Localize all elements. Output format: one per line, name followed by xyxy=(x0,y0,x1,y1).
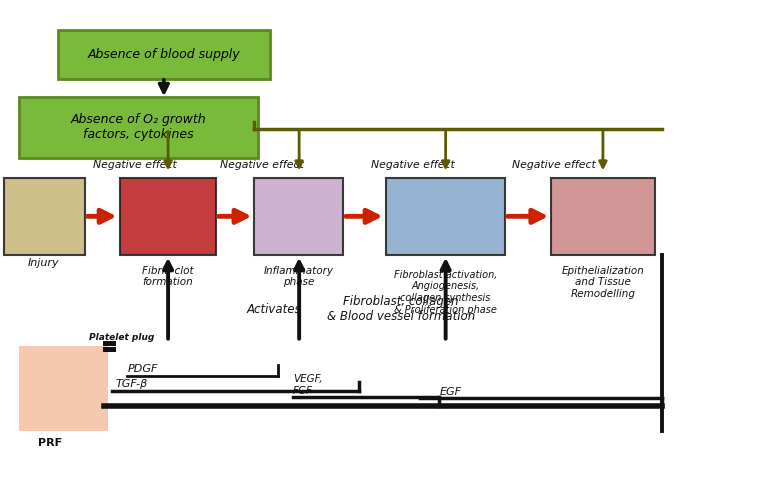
Text: PDGF: PDGF xyxy=(127,364,157,374)
Text: Activates: Activates xyxy=(247,303,301,316)
Text: Negative effect: Negative effect xyxy=(221,160,304,170)
Text: VEGF,
FGF: VEGF, FGF xyxy=(293,374,322,396)
Bar xyxy=(4,178,85,255)
Text: TGF-β: TGF-β xyxy=(116,379,148,389)
Text: Negative effect: Negative effect xyxy=(93,160,177,170)
FancyBboxPatch shape xyxy=(19,97,258,158)
Text: Fibrin clot
formation: Fibrin clot formation xyxy=(143,266,194,288)
Text: Injury: Injury xyxy=(28,258,60,268)
Bar xyxy=(103,341,116,346)
Bar xyxy=(551,178,655,255)
Text: Fibroblast activation,
Angiogenesis,
collagen synthesis
& Proliferation phase: Fibroblast activation, Angiogenesis, col… xyxy=(394,270,497,315)
Bar xyxy=(386,178,505,255)
Text: Negative effect: Negative effect xyxy=(512,160,595,170)
Text: PRF: PRF xyxy=(38,438,62,448)
FancyBboxPatch shape xyxy=(58,30,270,79)
Text: Negative effect: Negative effect xyxy=(371,160,454,170)
Text: EGF: EGF xyxy=(439,387,462,397)
Bar xyxy=(19,346,108,431)
Text: Absence of blood supply: Absence of blood supply xyxy=(88,48,240,61)
Bar xyxy=(254,178,343,255)
Text: Inflammatory
phase: Inflammatory phase xyxy=(264,266,334,288)
Text: Fibroblast, collagen
& Blood vessel formation: Fibroblast, collagen & Blood vessel form… xyxy=(327,296,475,323)
Text: Epithelialization
and Tissue
Remodelling: Epithelialization and Tissue Remodelling xyxy=(561,266,645,299)
Bar xyxy=(103,347,116,352)
Text: Platelet plug: Platelet plug xyxy=(89,333,154,342)
Bar xyxy=(120,178,216,255)
Text: Absence of O₂ growth
factors, cytokines: Absence of O₂ growth factors, cytokines xyxy=(71,113,207,142)
